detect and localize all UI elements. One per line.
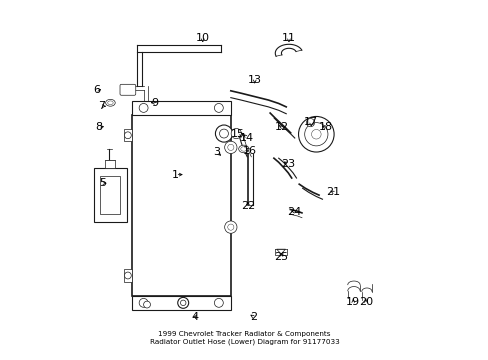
Text: 15: 15	[230, 129, 244, 139]
Text: 10: 10	[195, 33, 209, 43]
Text: 17: 17	[304, 117, 318, 127]
Circle shape	[227, 144, 233, 150]
Bar	[124, 129, 131, 141]
Ellipse shape	[105, 99, 115, 106]
Text: 22: 22	[240, 201, 255, 211]
Circle shape	[139, 298, 148, 307]
Text: 9: 9	[151, 98, 158, 108]
Bar	[105, 160, 115, 168]
Circle shape	[177, 297, 188, 308]
Text: 8: 8	[95, 122, 102, 132]
Text: 14: 14	[240, 133, 254, 143]
Text: 3: 3	[213, 147, 220, 157]
Text: 1999 Chevrolet Tracker Radiator & Components
Radiator Outlet Hose (Lower) Diagra: 1999 Chevrolet Tracker Radiator & Compon…	[149, 331, 339, 345]
Text: 6: 6	[93, 85, 100, 95]
Text: 4: 4	[191, 312, 198, 322]
Circle shape	[311, 130, 321, 139]
Bar	[131, 101, 230, 115]
Circle shape	[214, 103, 223, 112]
Ellipse shape	[107, 101, 113, 105]
Circle shape	[224, 141, 237, 153]
Text: 16: 16	[242, 146, 256, 156]
Text: 23: 23	[281, 159, 295, 169]
Bar	[100, 176, 120, 214]
Text: 25: 25	[274, 252, 288, 262]
Text: 21: 21	[325, 188, 340, 197]
Ellipse shape	[238, 145, 248, 153]
Text: 19: 19	[346, 297, 360, 307]
Circle shape	[227, 224, 233, 230]
Text: 1: 1	[172, 170, 179, 180]
Text: 18: 18	[318, 122, 332, 132]
Text: 2: 2	[250, 312, 257, 322]
Circle shape	[214, 298, 223, 307]
FancyBboxPatch shape	[120, 84, 136, 95]
Bar	[131, 115, 230, 296]
Bar	[94, 168, 126, 222]
Text: 12: 12	[274, 122, 288, 132]
Circle shape	[139, 103, 148, 112]
Text: 20: 20	[358, 297, 372, 307]
Circle shape	[219, 129, 228, 138]
Text: 11: 11	[282, 33, 295, 43]
Text: 5: 5	[99, 178, 106, 188]
Circle shape	[180, 300, 185, 306]
Circle shape	[143, 301, 150, 308]
Ellipse shape	[240, 147, 246, 151]
Circle shape	[215, 125, 232, 142]
Circle shape	[304, 123, 327, 146]
Circle shape	[298, 117, 333, 152]
Text: 24: 24	[286, 207, 301, 216]
Circle shape	[224, 221, 237, 233]
Bar	[131, 296, 230, 310]
Circle shape	[124, 272, 131, 279]
Circle shape	[124, 132, 131, 139]
Text: 13: 13	[247, 75, 261, 85]
Circle shape	[231, 129, 241, 139]
Circle shape	[306, 118, 314, 127]
Bar	[124, 269, 131, 282]
Text: 7: 7	[98, 101, 105, 111]
